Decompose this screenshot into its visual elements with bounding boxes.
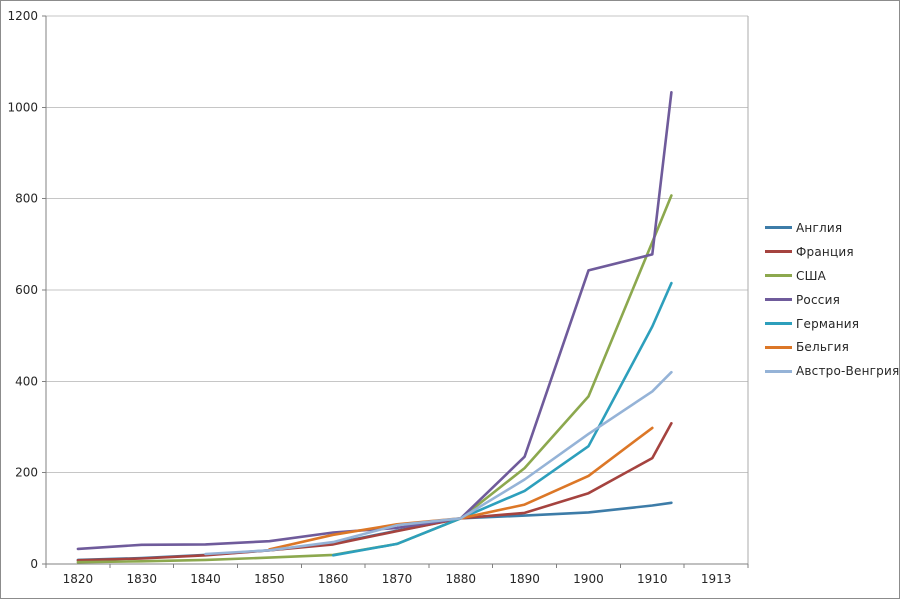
legend-line-swatch <box>765 274 792 278</box>
x-tick-label: 1910 <box>637 572 668 586</box>
legend-item-Россия[interactable]: Россия <box>765 288 899 312</box>
series-line-Франция <box>76 422 673 562</box>
legend-line-swatch <box>765 369 792 373</box>
series-line-Австро-Венгрия <box>204 370 673 556</box>
legend-label: Англия <box>796 220 843 235</box>
series-line-Германия <box>331 281 673 557</box>
x-tick-label: 1900 <box>573 572 604 586</box>
series-line-Россия <box>76 91 673 551</box>
x-tick-label: 1840 <box>190 572 221 586</box>
x-tick-label: 1820 <box>63 572 94 586</box>
legend-line-swatch <box>765 298 792 302</box>
legend-label: Россия <box>796 292 840 307</box>
legend-item-Германия[interactable]: Германия <box>765 312 899 336</box>
x-tick-label: 1880 <box>446 572 477 586</box>
legend-label: Германия <box>796 316 860 331</box>
y-tick-label: 200 <box>15 466 38 480</box>
y-tick-label: 400 <box>15 374 38 388</box>
series-line-США <box>76 194 673 564</box>
legend-label: Австро-Венгрия <box>796 364 900 379</box>
y-tick-label: 0 <box>30 557 38 571</box>
legend-item-Бельгия[interactable]: Бельгия <box>765 335 899 359</box>
x-tick-label: 1860 <box>318 572 349 586</box>
y-tick-label: 600 <box>15 283 38 297</box>
x-tick-label: 1913 <box>701 572 732 586</box>
legend-item-США[interactable]: США <box>765 264 899 288</box>
y-tick-label: 800 <box>15 192 38 206</box>
y-tick-label: 1000 <box>7 100 38 114</box>
x-tick-label: 1870 <box>382 572 413 586</box>
chart-legend: Англия Франция США Россия Германия Бельгия Авс… <box>765 216 899 383</box>
x-tick-label: 1850 <box>254 572 285 586</box>
legend-label: Бельгия <box>796 340 850 355</box>
legend-item-Австро-Венгрия[interactable]: Австро-Венгрия <box>765 359 899 383</box>
x-tick-label: 1830 <box>126 572 157 586</box>
legend-line-swatch <box>765 250 792 254</box>
legend-line-swatch <box>765 226 792 230</box>
legend-line-swatch <box>765 322 792 325</box>
legend-item-Франция[interactable]: Франция <box>765 240 899 264</box>
legend-item-Англия[interactable]: Англия <box>765 216 899 240</box>
y-tick-label: 1200 <box>7 9 38 23</box>
x-tick-label: 1890 <box>509 572 540 586</box>
legend-label: Франция <box>796 244 854 259</box>
legend-label: США <box>796 268 827 283</box>
legend-line-swatch <box>765 345 792 349</box>
